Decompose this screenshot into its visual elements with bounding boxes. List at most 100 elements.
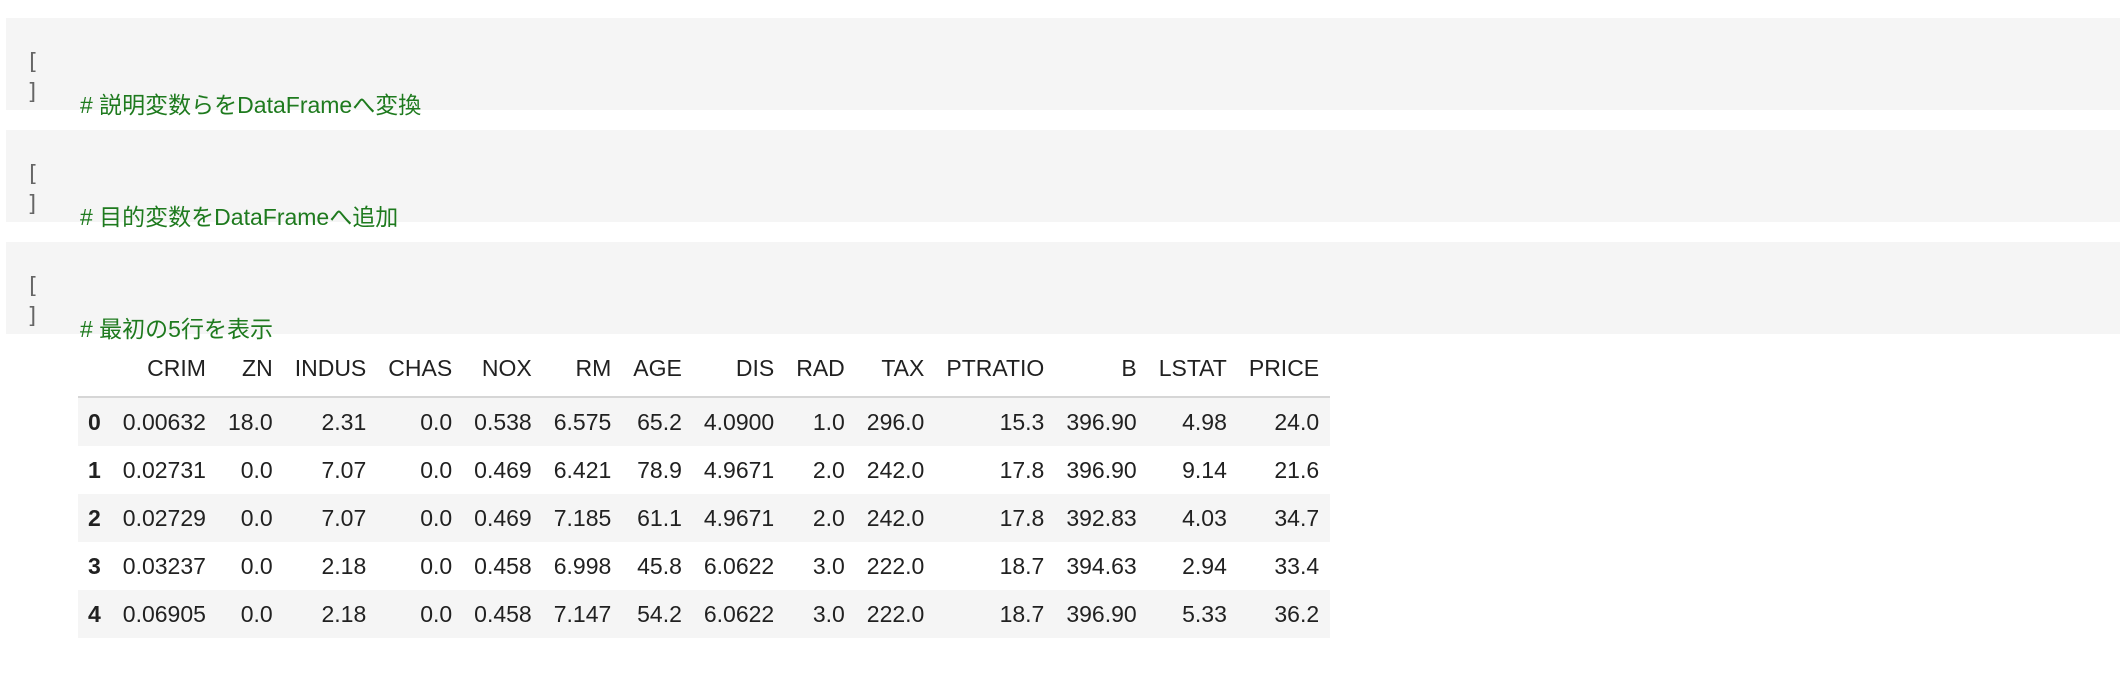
row-index: 2: [88, 504, 101, 531]
code-comment: # 説明変数らをDataFrameへ変換: [80, 92, 422, 118]
table-cell: 222.0: [866, 552, 925, 579]
column-header: PTRATIO: [935, 340, 1056, 398]
table-cell: 0.0: [240, 552, 273, 579]
table-cell: 18.0: [227, 408, 273, 435]
table-cell: 0.0: [240, 504, 273, 531]
table-row: 2 0.02729 0.0 7.07 0.0 0.469 7.185 61.1 …: [78, 494, 1331, 542]
table-cell: 0.0: [240, 600, 273, 627]
table-cell: 0.0: [240, 456, 273, 483]
table-cell: 6.421: [553, 456, 612, 483]
table-cell: 0.06905: [122, 600, 206, 627]
column-header: AGE: [622, 340, 693, 398]
table-cell: 0.469: [474, 456, 532, 483]
table-cell: 17.8: [999, 456, 1045, 483]
table-cell: 0.469: [474, 504, 532, 531]
table-cell: 4.98: [1182, 408, 1227, 435]
table-cell: 4.9671: [703, 504, 775, 531]
table-cell: 396.90: [1066, 456, 1137, 483]
table-cell: 24.0: [1274, 408, 1320, 435]
table-cell: 2.31: [321, 408, 367, 435]
table-cell: 2.18: [321, 600, 367, 627]
table-cell: 296.0: [866, 408, 925, 435]
code-comment: # 最初の5行を表示: [80, 316, 273, 342]
table-cell: 4.9671: [703, 456, 775, 483]
table-cell: 34.7: [1274, 504, 1320, 531]
row-index: 1: [88, 456, 101, 483]
row-index: 4: [88, 600, 101, 627]
table-cell: 5.33: [1182, 600, 1227, 627]
code-cell-3[interactable]: [ ] # 最初の5行を表示 df.head(5): [6, 242, 2120, 432]
row-index: 3: [88, 552, 101, 579]
code-cell-2[interactable]: [ ] # 目的変数をDataFrameへ追加 df['PRICE'] = np…: [6, 130, 2120, 320]
code-token: df.head(: [80, 406, 165, 432]
table-cell: 396.90: [1066, 600, 1137, 627]
column-header: LSTAT: [1147, 340, 1238, 398]
table-cell: 9.14: [1182, 456, 1227, 483]
code-cell-1[interactable]: [ ] # 説明変数らをDataFrameへ変換 df = DataFrame(…: [6, 18, 2120, 208]
table-cell: 0.458: [474, 552, 532, 579]
code-line: df.head(5): [80, 404, 273, 434]
table-row: 1 0.02731 0.0 7.07 0.0 0.469 6.421 78.9 …: [78, 446, 1331, 494]
table-cell: 4.0900: [703, 408, 775, 435]
table-cell: 394.63: [1066, 552, 1137, 579]
table-row: 0 0.00632 18.0 2.31 0.0 0.538 6.575 65.2…: [78, 397, 1331, 446]
table-cell: 0.0: [420, 552, 453, 579]
table-cell: 242.0: [866, 456, 925, 483]
table-cell: 7.185: [553, 504, 612, 531]
column-header: PRICE: [1237, 340, 1331, 398]
table-cell: 2.0: [812, 504, 845, 531]
table-cell: 0.02731: [122, 456, 206, 483]
table-cell: 6.575: [553, 408, 612, 435]
table-row: 3 0.03237 0.0 2.18 0.0 0.458 6.998 45.8 …: [78, 542, 1331, 590]
column-header: B: [1055, 340, 1148, 398]
table-cell: 7.147: [553, 600, 612, 627]
dataframe-table: CRIM ZN INDUS CHAS NOX RM AGE DIS RAD TA…: [78, 340, 1331, 638]
column-header: ZN: [216, 340, 284, 398]
code-number: 5: [164, 406, 178, 432]
column-header: TAX: [855, 340, 936, 398]
code-editor[interactable]: # 最初の5行を表示 df.head(5): [80, 254, 273, 494]
table-cell: 6.0622: [703, 552, 775, 579]
column-header: RAD: [785, 340, 856, 398]
table-cell: 18.7: [999, 600, 1045, 627]
table-cell: 0.02729: [122, 504, 206, 531]
cell-output: CRIM ZN INDUS CHAS NOX RM AGE DIS RAD TA…: [78, 340, 1331, 638]
table-cell: 0.0: [420, 504, 453, 531]
table-cell: 61.1: [637, 504, 682, 531]
table-cell: 4.03: [1182, 504, 1227, 531]
table-cell: 78.9: [637, 456, 682, 483]
run-cell-button[interactable]: [ ]: [26, 274, 42, 329]
table-cell: 0.0: [420, 600, 453, 627]
table-cell: 17.8: [999, 504, 1045, 531]
table-cell: 392.83: [1066, 504, 1137, 531]
table-cell: 3.0: [812, 552, 845, 579]
row-index: 0: [88, 408, 101, 435]
table-cell: 7.07: [321, 504, 367, 531]
table-cell: 396.90: [1066, 408, 1137, 435]
table-cell: 222.0: [866, 600, 925, 627]
table-cell: 3.0: [812, 600, 845, 627]
table-cell: 36.2: [1274, 600, 1320, 627]
run-cell-button[interactable]: [ ]: [26, 162, 42, 217]
table-cell: 0.0: [420, 456, 453, 483]
table-cell: 2.0: [812, 456, 845, 483]
column-header: CHAS: [377, 340, 464, 398]
run-cell-button[interactable]: [ ]: [26, 50, 42, 105]
table-cell: 0.00632: [122, 408, 206, 435]
table-cell: 33.4: [1274, 552, 1320, 579]
column-header: DIS: [692, 340, 786, 398]
table-cell: 65.2: [637, 408, 682, 435]
column-header: RM: [542, 340, 623, 398]
table-cell: 1.0: [812, 408, 845, 435]
table-cell: 21.6: [1274, 456, 1320, 483]
column-header: NOX: [463, 340, 543, 398]
code-comment: # 目的変数をDataFrameへ追加: [80, 204, 399, 230]
table-cell: 18.7: [999, 552, 1045, 579]
table-cell: 242.0: [866, 504, 925, 531]
table-cell: 54.2: [637, 600, 682, 627]
table-cell: 7.07: [321, 456, 367, 483]
table-cell: 0.0: [420, 408, 453, 435]
table-cell: 2.94: [1182, 552, 1227, 579]
table-cell: 45.8: [637, 552, 682, 579]
table-cell: 6.0622: [703, 600, 775, 627]
